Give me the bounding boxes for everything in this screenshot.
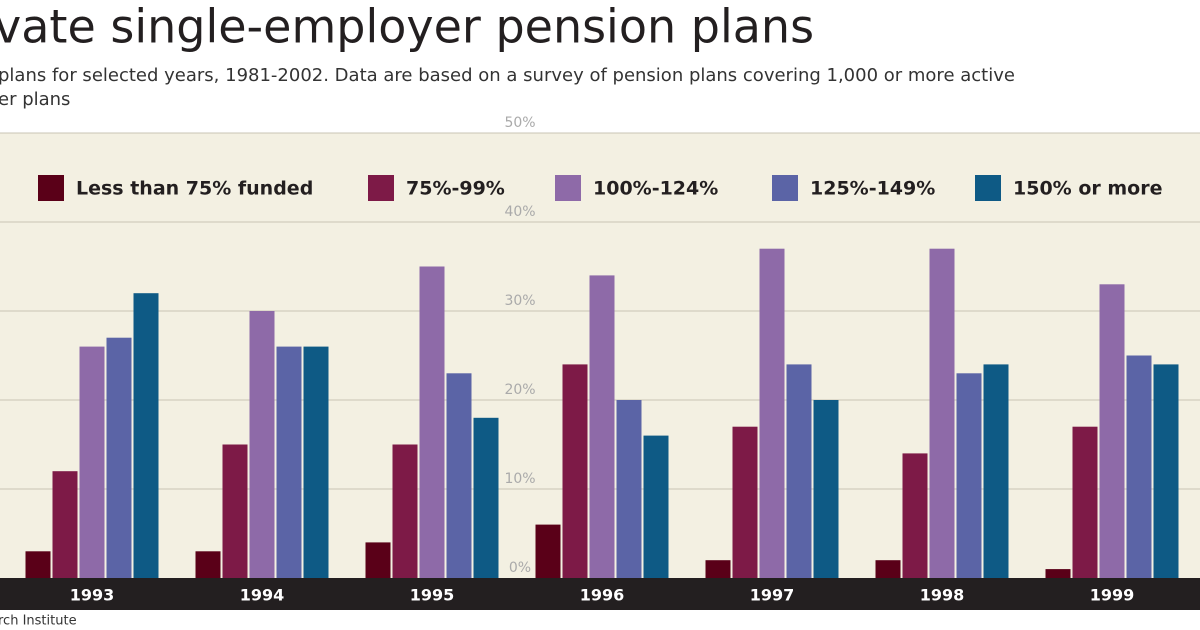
bar [956, 373, 982, 578]
bar [195, 551, 221, 578]
bar [875, 560, 901, 578]
legend-swatch [975, 175, 1001, 201]
x-tick-label: 1996 [580, 586, 625, 605]
bar [365, 542, 391, 578]
bar [249, 311, 275, 578]
bar [983, 364, 1009, 578]
x-tick-label: 1997 [750, 586, 795, 605]
bar [419, 266, 445, 578]
x-tick-label: 1999 [1090, 586, 1135, 605]
bar [79, 346, 105, 578]
legend-swatch [368, 175, 394, 201]
y-tick-label: 0% [509, 560, 531, 576]
y-tick-label: 30% [504, 293, 535, 309]
bar [392, 444, 418, 578]
bar [616, 400, 642, 578]
bar [276, 346, 302, 578]
bar [929, 248, 955, 578]
bar [1153, 364, 1179, 578]
y-tick-label: 40% [504, 204, 535, 220]
legend-swatch [772, 175, 798, 201]
bar [133, 293, 159, 578]
bar [589, 275, 615, 578]
y-tick-label: 50% [504, 115, 535, 131]
bar [813, 400, 839, 578]
legend-label: 125%-149% [810, 178, 935, 200]
y-tick-label: 20% [504, 382, 535, 398]
bar [446, 373, 472, 578]
legend-label: Less than 75% funded [76, 178, 313, 200]
bar [473, 417, 499, 578]
x-tick-label: 1995 [410, 586, 455, 605]
chart-title: vate single-employer pension plans [0, 0, 814, 54]
y-tick-label: 10% [504, 471, 535, 487]
legend-swatch [38, 175, 64, 201]
bar [25, 551, 51, 578]
legend-label: 100%-124% [593, 178, 718, 200]
legend-label: 75%-99% [406, 178, 505, 200]
bar [643, 435, 669, 578]
x-tick-label: 1998 [920, 586, 965, 605]
bar [222, 444, 248, 578]
bar [732, 426, 758, 578]
bar [902, 453, 928, 578]
x-tick-label: 1993 [70, 586, 115, 605]
x-tick-label: 1994 [240, 586, 285, 605]
bar [106, 337, 132, 578]
legend-swatch [555, 175, 581, 201]
bar [535, 524, 561, 578]
bar [786, 364, 812, 578]
bar [562, 364, 588, 578]
bar [705, 560, 731, 578]
bar [1099, 284, 1125, 578]
subtitle: plans for selected years, 1981-2002. Dat… [0, 65, 1015, 86]
bar [759, 248, 785, 578]
bar [52, 471, 78, 578]
bar [1126, 355, 1152, 578]
subtitle: er plans [0, 89, 70, 110]
bar [303, 346, 329, 578]
source: rch Institute [0, 614, 77, 629]
bar [1072, 426, 1098, 578]
bar [1045, 569, 1071, 578]
axis-band [0, 578, 1200, 610]
legend-label: 150% or more [1013, 178, 1162, 200]
